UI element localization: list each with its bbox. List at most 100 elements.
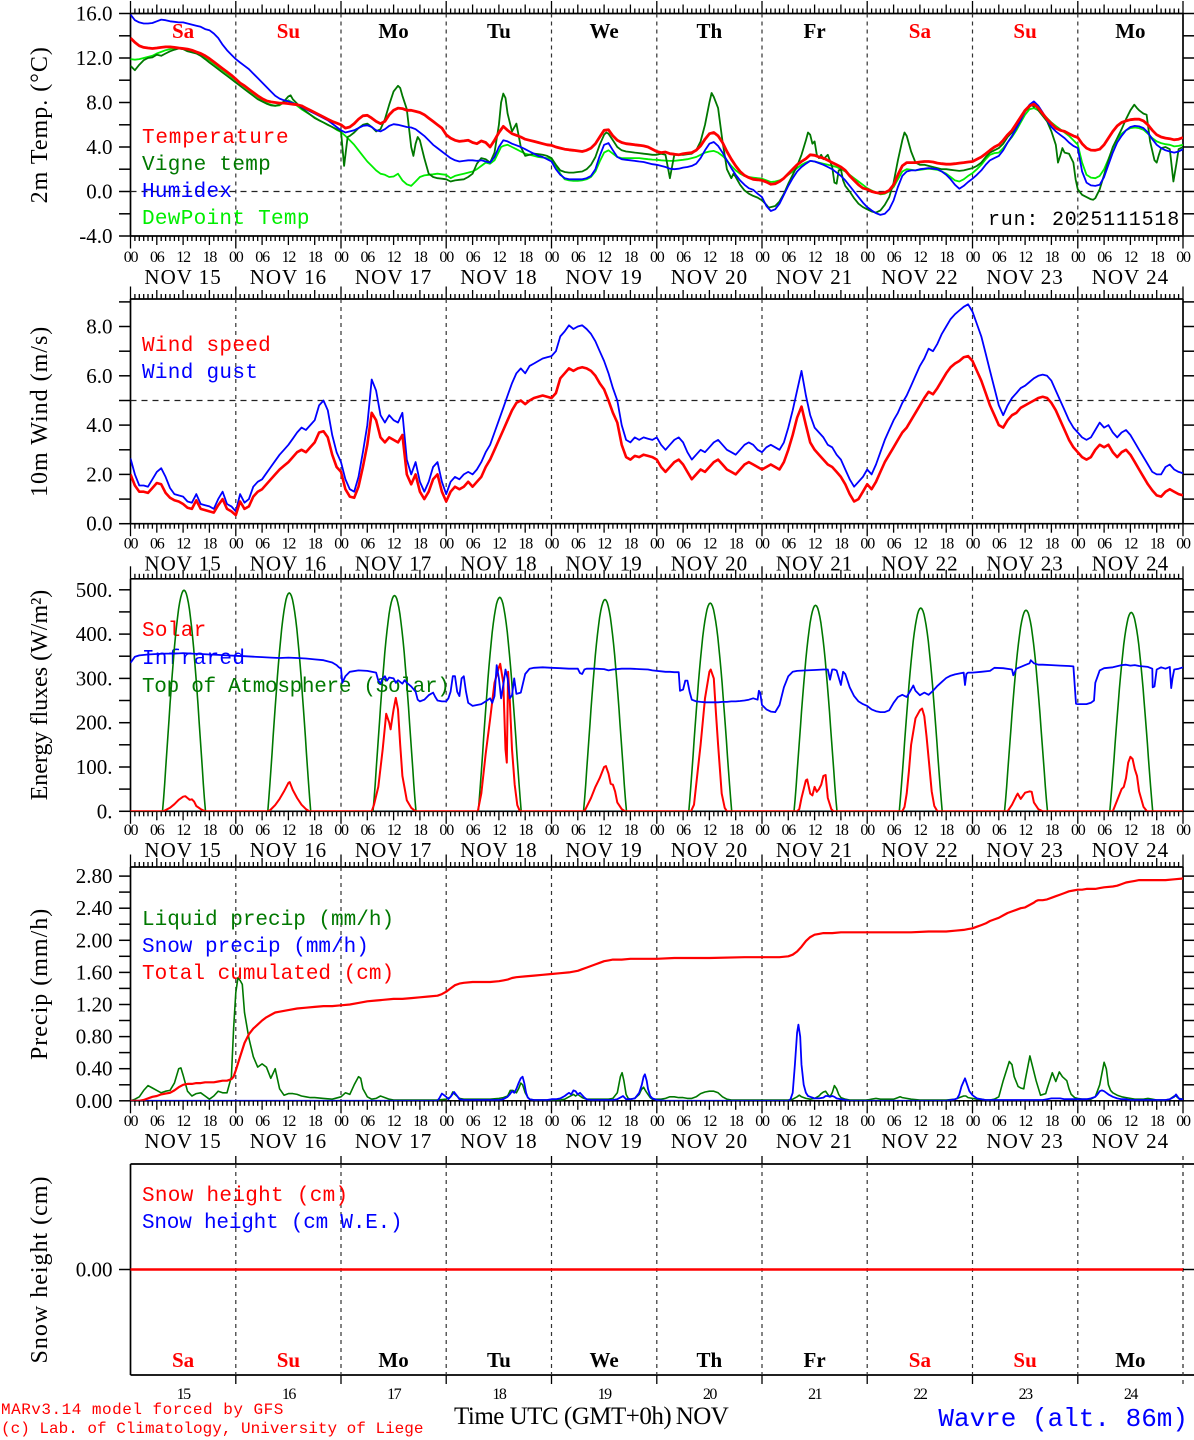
svg-text:Wind gust: Wind gust: [142, 362, 258, 385]
svg-text:18: 18: [308, 249, 323, 266]
svg-text:NOV 21: NOV 21: [776, 1129, 853, 1153]
svg-text:NOV 24: NOV 24: [1092, 265, 1169, 289]
svg-text:Humidex: Humidex: [142, 181, 232, 204]
svg-text:0.80: 0.80: [76, 1025, 113, 1049]
svg-text:NOV 17: NOV 17: [355, 265, 432, 289]
svg-text:12: 12: [808, 249, 823, 266]
svg-text:12: 12: [913, 249, 928, 266]
svg-text:NOV 18: NOV 18: [460, 1129, 537, 1153]
svg-text:Wind speed: Wind speed: [142, 335, 271, 358]
svg-text:18: 18: [939, 249, 954, 266]
svg-text:00: 00: [334, 822, 349, 839]
svg-text:21: 21: [808, 1386, 823, 1403]
svg-text:100.: 100.: [76, 755, 113, 779]
svg-text:12: 12: [597, 536, 612, 553]
svg-text:Snow height (cm): Snow height (cm): [142, 1185, 348, 1208]
svg-text:16: 16: [282, 1386, 297, 1403]
svg-text:We: We: [590, 1348, 619, 1372]
svg-text:00: 00: [545, 1113, 560, 1130]
svg-text:NOV 18: NOV 18: [460, 265, 537, 289]
svg-text:00: 00: [1071, 536, 1086, 553]
svg-text:06: 06: [1097, 1113, 1112, 1130]
svg-text:Snow height (cm W.E.): Snow height (cm W.E.): [142, 1212, 402, 1235]
svg-text:06: 06: [887, 536, 902, 553]
svg-text:Snow height (cm): Snow height (cm): [27, 1176, 53, 1364]
svg-text:06: 06: [992, 822, 1007, 839]
svg-text:06: 06: [255, 1113, 270, 1130]
svg-text:Mo: Mo: [378, 19, 408, 43]
svg-text:12: 12: [913, 822, 928, 839]
svg-text:2.00: 2.00: [76, 928, 113, 952]
svg-text:00: 00: [755, 822, 770, 839]
svg-text:12.0: 12.0: [76, 46, 113, 70]
svg-text:00: 00: [650, 1113, 665, 1130]
svg-text:00: 00: [860, 249, 875, 266]
svg-text:0.00: 0.00: [76, 1258, 113, 1282]
svg-text:00: 00: [755, 249, 770, 266]
svg-text:NOV 21: NOV 21: [776, 265, 853, 289]
svg-text:NOV 22: NOV 22: [881, 1129, 958, 1153]
svg-text:06: 06: [887, 822, 902, 839]
svg-text:12: 12: [1124, 822, 1139, 839]
svg-text:06: 06: [571, 536, 586, 553]
svg-text:NOV 20: NOV 20: [671, 265, 748, 289]
svg-text:06: 06: [992, 536, 1007, 553]
svg-text:12: 12: [492, 536, 507, 553]
svg-text:NOV 16: NOV 16: [250, 1129, 327, 1153]
svg-text:Precip (mm/h): Precip (mm/h): [27, 908, 53, 1060]
svg-text:12: 12: [387, 822, 402, 839]
svg-text:12: 12: [1018, 1113, 1033, 1130]
svg-text:12: 12: [176, 249, 191, 266]
svg-text:15: 15: [177, 1386, 192, 1403]
svg-text:Energy fluxes (W/m²): Energy fluxes (W/m²): [27, 590, 53, 801]
svg-text:12: 12: [387, 249, 402, 266]
svg-text:Fr: Fr: [804, 1348, 826, 1372]
svg-text:00: 00: [860, 536, 875, 553]
svg-text:00: 00: [1176, 536, 1191, 553]
svg-text:24: 24: [1124, 1386, 1139, 1403]
svg-text:06: 06: [676, 1113, 691, 1130]
svg-text:19: 19: [598, 1386, 613, 1403]
svg-text:00: 00: [545, 536, 560, 553]
svg-text:12: 12: [1018, 822, 1033, 839]
svg-text:Temperature: Temperature: [142, 127, 289, 150]
svg-text:2.80: 2.80: [76, 864, 113, 888]
svg-text:06: 06: [466, 1113, 481, 1130]
svg-text:18: 18: [203, 1113, 218, 1130]
svg-text:4.0: 4.0: [86, 135, 112, 159]
svg-text:Sa: Sa: [909, 19, 932, 43]
svg-text:18: 18: [308, 822, 323, 839]
svg-text:18: 18: [413, 249, 428, 266]
svg-text:00: 00: [334, 249, 349, 266]
svg-text:06: 06: [360, 822, 375, 839]
svg-text:12: 12: [808, 536, 823, 553]
svg-text:06: 06: [360, 1113, 375, 1130]
svg-text:18: 18: [1150, 536, 1165, 553]
svg-text:NOV 15: NOV 15: [144, 1129, 221, 1153]
svg-text:NOV 23: NOV 23: [986, 265, 1063, 289]
svg-text:12: 12: [597, 1113, 612, 1130]
svg-text:12: 12: [387, 1113, 402, 1130]
svg-text:2.40: 2.40: [76, 896, 113, 920]
svg-text:18: 18: [203, 822, 218, 839]
svg-text:06: 06: [887, 1113, 902, 1130]
svg-text:Sa: Sa: [172, 1348, 195, 1372]
svg-text:12: 12: [282, 822, 297, 839]
svg-text:18: 18: [1045, 822, 1060, 839]
svg-text:12: 12: [703, 536, 718, 553]
svg-text:0.: 0.: [97, 799, 113, 823]
svg-text:NOV 23: NOV 23: [986, 1129, 1063, 1153]
svg-text:12: 12: [597, 822, 612, 839]
svg-text:Su: Su: [277, 19, 301, 43]
svg-text:18: 18: [413, 1113, 428, 1130]
svg-text:00: 00: [650, 822, 665, 839]
svg-text:NOV 22: NOV 22: [881, 265, 958, 289]
svg-text:Mo: Mo: [1115, 1348, 1145, 1372]
svg-text:00: 00: [229, 1113, 244, 1130]
svg-text:18: 18: [413, 536, 428, 553]
svg-text:18: 18: [834, 249, 849, 266]
svg-text:12: 12: [808, 822, 823, 839]
svg-text:06: 06: [571, 249, 586, 266]
svg-text:Mo: Mo: [1115, 19, 1145, 43]
svg-text:Wavre (alt. 86m): Wavre (alt. 86m): [938, 1404, 1188, 1434]
